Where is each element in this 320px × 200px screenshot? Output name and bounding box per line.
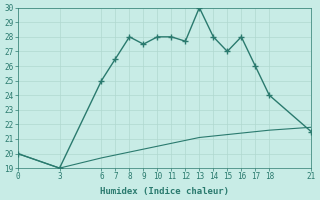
X-axis label: Humidex (Indice chaleur): Humidex (Indice chaleur): [100, 187, 229, 196]
